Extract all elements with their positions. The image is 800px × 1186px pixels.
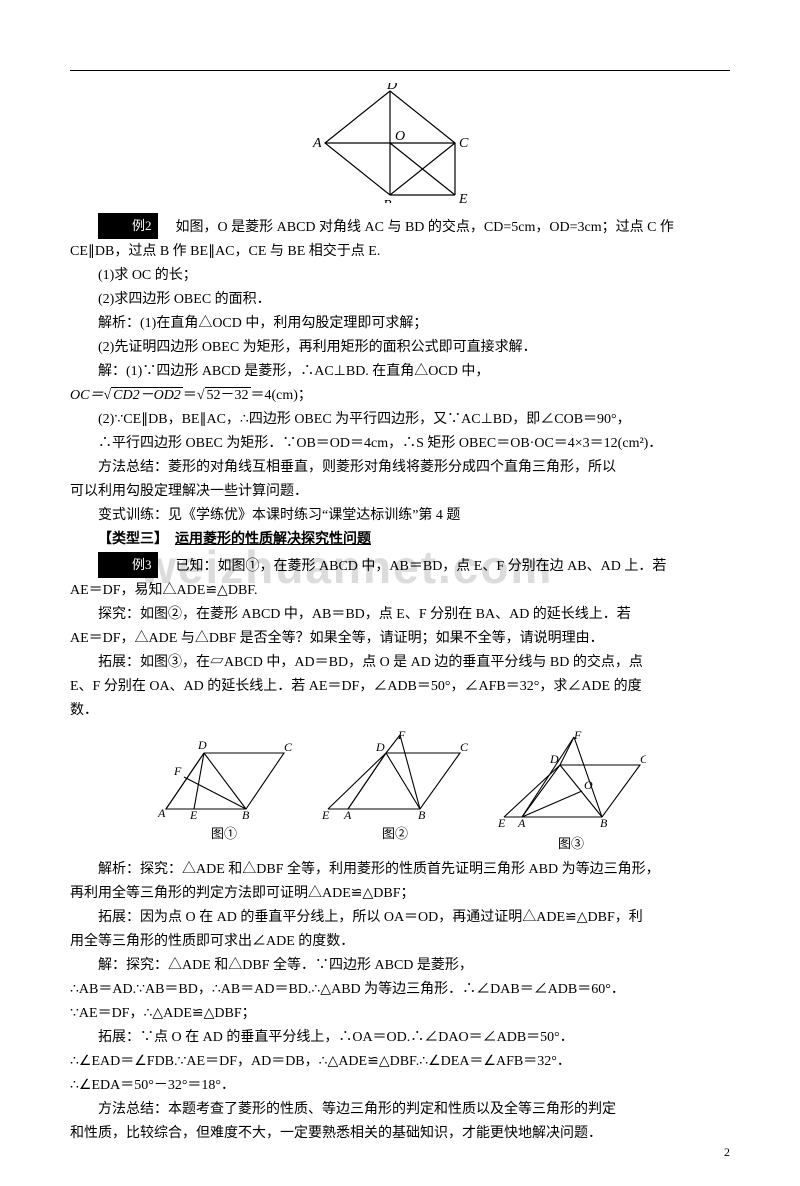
sol-s9: ∴∠EAD＝∠FDB.∵AE＝DF，AD＝DB，∴△ADE≌△DBF.∴∠DEA… xyxy=(70,1050,730,1074)
svg-text:D: D xyxy=(549,752,559,766)
ex2-q1: (1)求 OC 的长； xyxy=(70,264,730,288)
sol-s5: 解：探究：△ADE 和△DBF 全等．∵四边形 ABCD 是菱形， xyxy=(70,954,730,978)
ex3-l3: 探究：如图②，在菱形 ABCD 中，AB＝BD，点 E、F 分别在 BA、AD … xyxy=(70,603,730,627)
svg-text:F: F xyxy=(573,731,582,742)
ex3-l5: 拓展：如图③，在▱ABCD 中，AD＝BD，点 O 是 AD 边的垂直平分线与 … xyxy=(70,651,730,675)
svg-text:C: C xyxy=(459,136,469,151)
sol-s4: 用全等三角形的性质即可求出∠ADE 的度数． xyxy=(70,930,730,954)
svg-text:B: B xyxy=(242,808,250,821)
sol-s8: 拓展：∵点 O 在 AD 的垂直平分线上，∴OA＝OD.∴∠DAO＝∠ADB＝5… xyxy=(70,1026,730,1050)
svg-text:F: F xyxy=(173,764,182,778)
top-rule xyxy=(70,70,730,71)
svg-text:D: D xyxy=(375,740,385,754)
example-tag-2: 例2 xyxy=(98,213,158,239)
fig1-label: 图① xyxy=(211,823,237,842)
ex3-l4: AE＝DF，△ADE 与△DBF 是否全等？如果全等，请证明；如果不全等，请说明… xyxy=(70,627,730,651)
fig-row: A B C D E F 图① xyxy=(70,731,730,852)
ex3-l2: AE＝DF，易知△ADE≌△DBF. xyxy=(70,579,730,603)
sol-s6: ∴AB＝AD.∵AB＝BD，∴AB＝AD＝BD.∴△ABD 为等边三角形．∴∠D… xyxy=(70,978,730,1002)
example-tag-3: 例3 xyxy=(98,552,158,578)
svg-text:D: D xyxy=(197,738,207,752)
svg-text:O: O xyxy=(395,129,405,144)
svg-text:E: E xyxy=(189,808,198,821)
ex2-a3b: OC＝√CD2－OD2＝√52－32＝4(cm)； xyxy=(70,384,730,408)
fig3: A B C D E F O 图③ xyxy=(496,731,646,852)
svg-text:A: A xyxy=(517,816,526,830)
svg-text:E: E xyxy=(497,816,506,830)
svg-text:O: O xyxy=(584,778,593,792)
svg-text:B: B xyxy=(600,816,608,830)
fig1: A B C D E F 图① xyxy=(154,731,294,852)
svg-text:F: F xyxy=(397,731,406,742)
ex2-line1: 例2 如图，O 是菱形 ABCD 对角线 AC 与 BD 的交点，CD=5cm，… xyxy=(70,213,730,240)
ex2-a2: (2)先证明四边形 OBEC 为矩形，再利用矩形的面积公式即可直接求解． xyxy=(70,336,730,360)
page-content: A D C B O E 例2 如图，O 是菱形 ABCD 对角线 AC 与 BD… xyxy=(70,83,730,1146)
sol-s1: 解析：探究：△ADE 和△DBF 全等，利用菱形的性质首先证明三角形 ABD 为… xyxy=(70,858,730,882)
svg-text:E: E xyxy=(321,808,330,821)
ex2-line2: CE∥DB，过点 B 作 BE∥AC，CE 与 BE 相交于点 E. xyxy=(70,240,730,264)
ex2-sum1: 方法总结：菱形的对角线互相垂直，则菱形对角线将菱形分成四个直角三角形，所以 xyxy=(70,456,730,480)
example2-diagram: A D C B O E xyxy=(70,83,730,203)
ex3-l1: 例3 已知：如图①，在菱形 ABCD 中，AB＝BD，点 E、F 分别在边 AB… xyxy=(70,552,730,579)
sol-sum1: 方法总结：本题考查了菱形的性质、等边三角形的判定和性质以及全等三角形的判定 xyxy=(70,1098,730,1122)
type3: 【类型三】 运用菱形的性质解决探究性问题 xyxy=(70,528,730,552)
svg-text:A: A xyxy=(343,808,352,821)
svg-text:B: B xyxy=(383,198,392,203)
ex2-a4: (2)∵CE∥DB，BE∥AC，∴四边形 OBEC 为平行四边形，又∵AC⊥BD… xyxy=(70,408,730,432)
svg-text:B: B xyxy=(418,808,426,821)
ex2-var: 变式训练：见《学练优》本课时练习“课堂达标训练”第 4 题 xyxy=(70,504,730,528)
fig3-label: 图③ xyxy=(558,833,584,852)
sol-s7: ∵AE＝DF，∴△ADE≌△DBF； xyxy=(70,1002,730,1026)
svg-text:E: E xyxy=(458,192,468,203)
sol-s10: ∴∠EDA＝50°－32°＝18°． xyxy=(70,1074,730,1098)
fig2-label: 图② xyxy=(382,823,408,842)
sol-sum2: 和性质，比较综合，但难度不大，一定要熟悉相关的基础知识，才能更快地解决问题． xyxy=(70,1122,730,1146)
sol-s3: 拓展：因为点 O 在 AD 的垂直平分线上，所以 OA＝OD，再通过证明△ADE… xyxy=(70,906,730,930)
svg-text:A: A xyxy=(312,136,322,151)
ex2-a1: 解析：(1)在直角△OCD 中，利用勾股定理即可求解； xyxy=(70,312,730,336)
ex2-a5: ∴平行四边形 OBEC 为矩形．∵OB＝OD＝4cm，∴S 矩形 OBEC＝OB… xyxy=(70,432,730,456)
ex2-sum2: 可以利用勾股定理解决一些计算问题． xyxy=(70,480,730,504)
ex2-a3a: 解：(1)∵四边形 ABCD 是菱形，∴AC⊥BD. 在直角△OCD 中， xyxy=(70,360,730,384)
page-number: 2 xyxy=(724,1145,730,1160)
svg-text:A: A xyxy=(157,806,166,820)
fig2: A B C D E F 图② xyxy=(320,731,470,852)
sol-s2: 再利用全等三角形的判定方法即可证明△ADE≌△DBF； xyxy=(70,882,730,906)
ex3-l7: 数． xyxy=(70,699,730,723)
svg-text:C: C xyxy=(640,752,646,766)
svg-text:C: C xyxy=(284,740,293,754)
ex3-l6: E、F 分别在 OA、AD 的延长线上．若 AE＝DF，∠ADB＝50°，∠AF… xyxy=(70,675,730,699)
svg-text:C: C xyxy=(460,740,469,754)
ex2-q2: (2)求四边形 OBEC 的面积． xyxy=(70,288,730,312)
svg-text:D: D xyxy=(386,83,397,93)
